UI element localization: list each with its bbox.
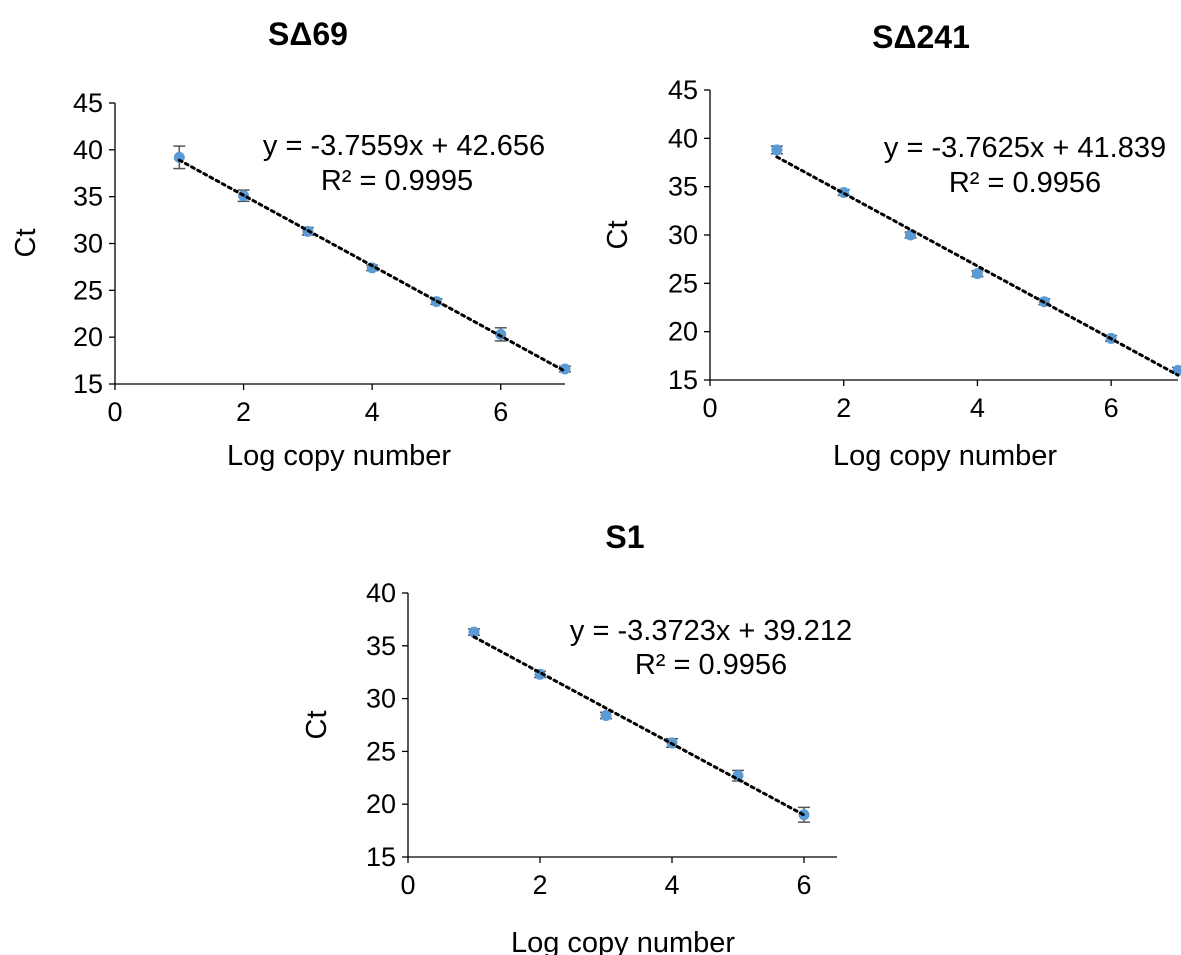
y-tick-label: 45 xyxy=(668,75,698,105)
trendline xyxy=(472,635,806,817)
data-point xyxy=(559,363,571,375)
x-tick-label: 2 xyxy=(236,397,251,427)
y-tick-label: 35 xyxy=(366,631,396,661)
y-tick-label: 30 xyxy=(668,220,698,250)
y-tick-label: 15 xyxy=(73,369,103,399)
y-tick-label: 20 xyxy=(366,789,396,819)
y-tick-label: 40 xyxy=(668,123,698,153)
x-tick-label: 0 xyxy=(107,397,122,427)
trendline xyxy=(775,155,1180,377)
x-tick-label: 0 xyxy=(702,393,717,423)
y-tick-label: 20 xyxy=(73,322,103,352)
chart-panel-3: S1 15 20 25 30 35 40 0 2 4 6 Log copy number Ct y = -… xyxy=(301,519,852,955)
y-axis-label: Ct xyxy=(301,711,333,740)
x-axis-label: Log copy number xyxy=(511,927,735,955)
r-squared-label: R² = 0.9956 xyxy=(635,649,787,681)
trendline-equation: y = -3.7625x + 41.839 xyxy=(884,132,1166,164)
x-tick-label: 2 xyxy=(836,393,851,423)
y-tick-label: 30 xyxy=(366,684,396,714)
chart-panel-2: SΔ241 15 20 25 30 35 40 45 0 2 4 6 Log copy number Ct… xyxy=(602,19,1181,472)
x-tick-label: 6 xyxy=(1104,393,1119,423)
y-axis-label: Ct xyxy=(10,229,42,258)
data-point xyxy=(1172,364,1181,376)
chart-title: SΔ69 xyxy=(268,16,348,52)
data-point xyxy=(971,268,983,280)
y-tick-label: 25 xyxy=(73,275,103,305)
trendline-equation: y = -3.3723x + 39.212 xyxy=(570,615,852,647)
x-axis-label: Log copy number xyxy=(227,440,451,472)
x-tick-label: 6 xyxy=(796,870,811,900)
chart-panel-1: SΔ69 15 20 25 30 35 40 45 0 2 4 6 Log copy number Ct y… xyxy=(10,16,571,472)
y-tick-label: 15 xyxy=(668,365,698,395)
x-tick-label: 2 xyxy=(532,870,547,900)
x-axis-label: Log copy number xyxy=(833,440,1057,472)
x-tick-label: 4 xyxy=(365,397,380,427)
data-point xyxy=(771,144,783,156)
data-point xyxy=(600,709,612,721)
x-tick-label: 4 xyxy=(970,393,985,423)
r-squared-label: R² = 0.9956 xyxy=(949,167,1101,199)
data-point xyxy=(468,626,480,638)
y-tick-label: 25 xyxy=(668,268,698,298)
trendline xyxy=(177,158,567,373)
chart-title: SΔ241 xyxy=(872,19,970,55)
trendline-equation: y = -3.7559x + 42.656 xyxy=(263,130,545,162)
x-tick-label: 0 xyxy=(400,870,415,900)
y-tick-label: 45 xyxy=(73,88,103,118)
r-squared-label: R² = 0.9995 xyxy=(321,165,473,197)
y-axis-label: Ct xyxy=(602,221,634,250)
y-tick-label: 35 xyxy=(73,182,103,212)
y-tick-label: 30 xyxy=(73,229,103,259)
y-tick-label: 15 xyxy=(366,842,396,872)
chart-title: S1 xyxy=(605,519,644,555)
y-tick-label: 20 xyxy=(668,317,698,347)
x-tick-label: 6 xyxy=(493,397,508,427)
y-tick-label: 25 xyxy=(366,736,396,766)
y-tick-label: 35 xyxy=(668,172,698,202)
y-tick-label: 40 xyxy=(73,135,103,165)
x-tick-label: 4 xyxy=(664,870,679,900)
y-tick-label: 40 xyxy=(366,578,396,608)
